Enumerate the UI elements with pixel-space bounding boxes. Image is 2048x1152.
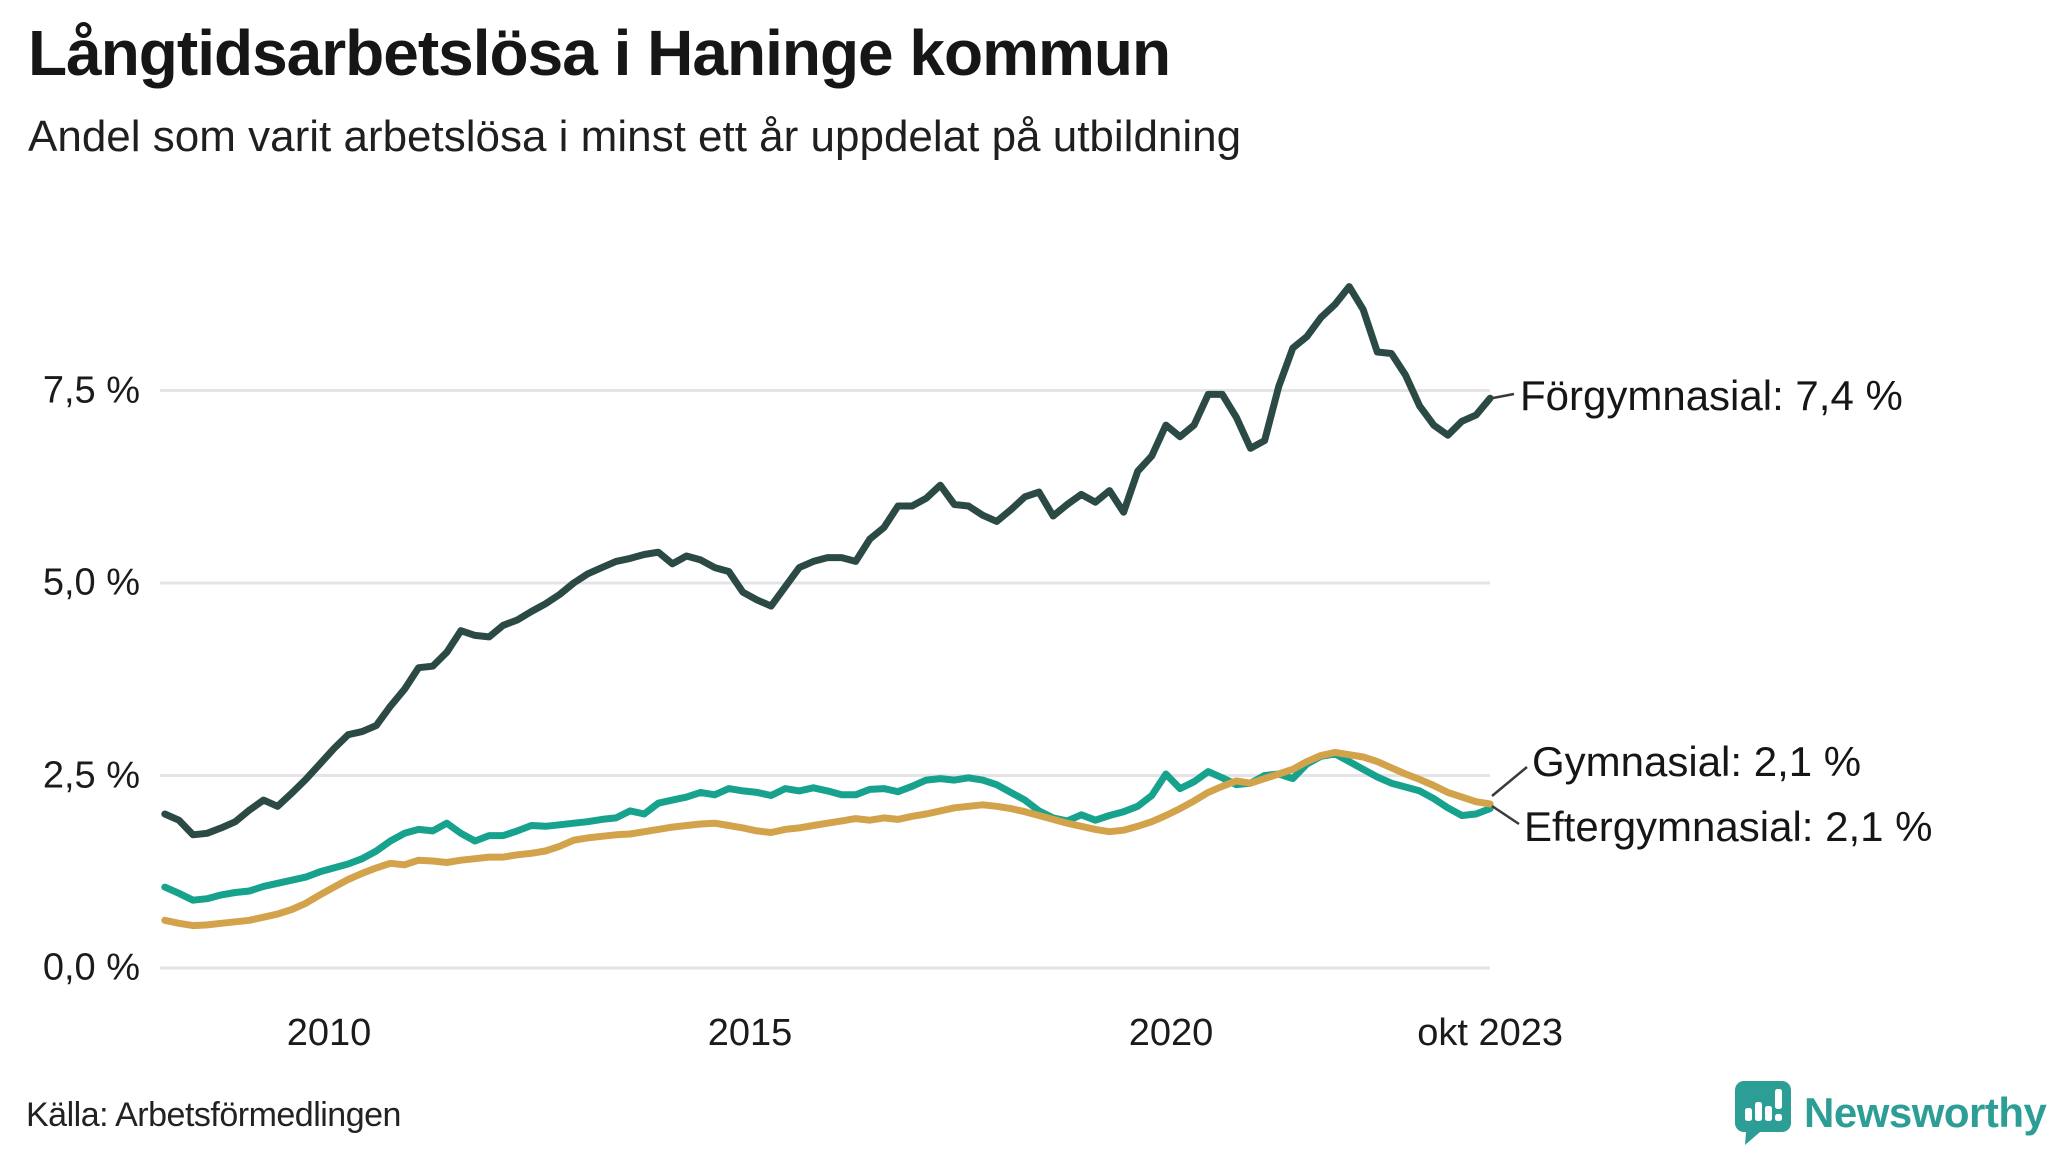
x-axis-tick: okt 2023 — [1417, 1012, 1564, 1054]
series-label-forgymnasial: Förgymnasial: 7,4 % — [1520, 372, 1903, 419]
y-axis-tick: 7,5 % — [42, 369, 140, 411]
label-leader-gymnasial — [1491, 766, 1528, 797]
line-forgymnasial — [161, 283, 1494, 839]
newsworthy-logo: Newsworthy — [1734, 1080, 2047, 1146]
gridlines — [160, 389, 1490, 970]
label-leader-eftergymnasial — [1491, 804, 1520, 826]
x-axis-tick: 2010 — [286, 1012, 372, 1054]
source-note: Källa: Arbetsförmedlingen — [26, 1096, 401, 1134]
x-axis-tick: 2020 — [1128, 1012, 1214, 1054]
y-axis-tick: 5,0 % — [42, 561, 140, 604]
newsworthy-icon — [1735, 1081, 1791, 1145]
label-leader-forgymnasial — [1492, 392, 1515, 400]
page-subtitle: Andel som varit arbetslösa i minst ett å… — [28, 112, 1242, 161]
y-axis-tick: 2,5 % — [42, 754, 140, 796]
page-title: Långtidsarbetslösa i Haninge kommun — [28, 17, 1171, 89]
series-label-eftergymnasial: Eftergymnasial: 2,1 % — [1524, 803, 1933, 850]
series-label-gymnasial: Gymnasial: 2,1 % — [1532, 738, 1862, 785]
y-axis-tick: 0,0 % — [42, 946, 140, 989]
line-eftergymnasial — [161, 748, 1494, 930]
newsworthy-wordmark: Newsworthy — [1804, 1089, 2047, 1136]
x-axis-tick: 2015 — [707, 1012, 793, 1054]
